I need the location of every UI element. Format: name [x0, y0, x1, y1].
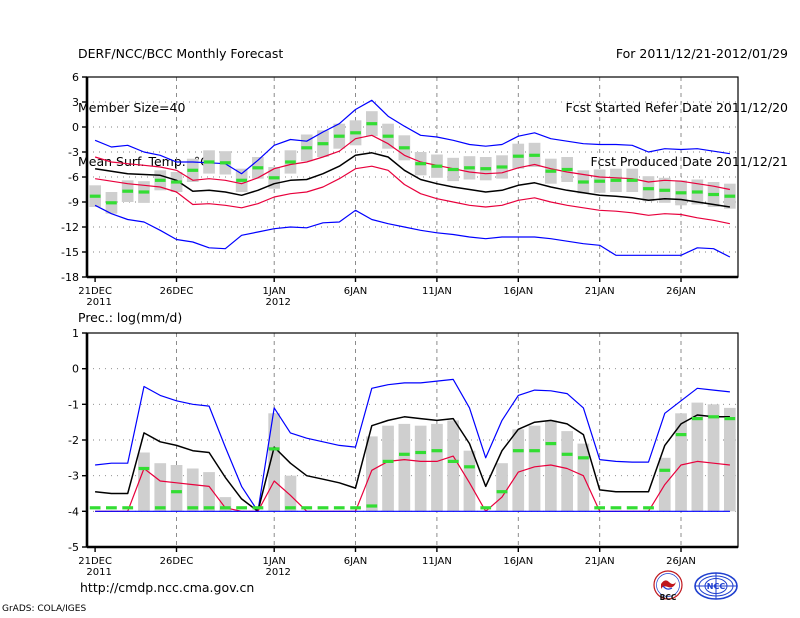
axis-x-tick-year-label: 2012 — [265, 567, 290, 578]
source-url: http://cmdp.ncc.cma.gov.cn — [80, 580, 255, 595]
precip-bar — [366, 436, 378, 512]
precip-bar — [382, 425, 394, 512]
series-line-min — [94, 204, 731, 258]
series-line-lower_quartile — [95, 165, 731, 225]
series-line-max — [94, 99, 730, 175]
axis-x-tick-label: 1JAN — [262, 556, 285, 567]
axis-y-tick-label: -2 — [68, 434, 79, 447]
axis-x-tick-label: 21JAN — [585, 556, 615, 567]
forecast-produced-date-label: Fcst Produced Date 2011/12/21 — [590, 154, 788, 169]
axis-x-tick-label: 11JAN — [422, 556, 452, 567]
axis-y-tick-label: -15 — [61, 246, 79, 259]
grads-credit: GrADS: COLA/IGES — [2, 604, 87, 614]
precip-bar — [561, 431, 573, 512]
series-line-mean — [94, 152, 731, 208]
ncc-logo-icon: NCC — [694, 572, 738, 600]
axis-x-tick-label: 21DEC — [78, 556, 112, 567]
axis-y-tick-label: -3 — [68, 470, 79, 483]
axis-y-tick-label: -18 — [61, 271, 79, 284]
precip-bar — [186, 468, 199, 512]
header-right-block: For 2011/12/21-2012/01/29 Fcst Started R… — [566, 9, 789, 189]
axis-x-tick-label: 21DEC — [78, 286, 112, 297]
series-line-upper_quartile — [94, 134, 731, 191]
axis-x-tick-year-label: 2011 — [86, 297, 111, 308]
bcc-logo-icon: BCC — [653, 570, 683, 602]
axis-y-tick-label: -12 — [61, 221, 79, 234]
precip-bar — [398, 423, 411, 512]
precip-bar — [154, 463, 167, 512]
temp-variable-label: Mean Surf. Temp.: °C — [78, 154, 209, 169]
axis-y-tick-label: 3 — [72, 96, 79, 109]
precip-bar — [138, 452, 150, 512]
series-line-max — [95, 378, 730, 512]
axis-x-tick-label: 26JAN — [666, 286, 696, 297]
precip-bar — [414, 425, 427, 512]
precip-bar — [268, 413, 280, 512]
precip-bar — [707, 404, 720, 512]
member-size-label: Member Size=40 — [78, 100, 186, 115]
header-left-block: DERF/NCC/BCC Monthly Forecast Member Siz… — [78, 9, 283, 189]
forecast-period-label: For 2011/12/21-2012/01/29 — [615, 46, 788, 61]
axis-y-tick-label: 6 — [72, 71, 79, 84]
axis-y-tick-label: -5 — [68, 541, 79, 554]
precip-variable-label: Prec.: log(mm/d) — [78, 310, 183, 325]
axis-y-tick-label: -4 — [68, 505, 79, 518]
page-title: DERF/NCC/BCC Monthly Forecast — [78, 46, 284, 61]
precip-bar — [691, 402, 704, 512]
precip-bar — [496, 463, 508, 512]
precip-bar — [447, 420, 459, 512]
axis-x-tick-label: 6JAN — [344, 286, 367, 297]
axis-x-tick-label: 16JAN — [503, 286, 533, 297]
plot-frame — [86, 76, 739, 278]
precip-bar — [463, 450, 476, 512]
axis-y-tick-label: 1 — [72, 327, 79, 340]
precip-bar — [577, 443, 590, 512]
precip-bar — [528, 425, 541, 512]
axis-x-tick-year-label: 2012 — [265, 297, 290, 308]
precip-bar — [284, 475, 297, 512]
axis-x-tick-label: 26JAN — [666, 556, 696, 567]
precip-bar — [545, 420, 557, 512]
axis-x-tick-label: 11JAN — [422, 286, 452, 297]
plot-frame — [86, 332, 739, 548]
axis-x-tick-label: 16JAN — [503, 556, 533, 567]
axis-x-tick-year-label: 2011 — [86, 567, 111, 578]
svg-text:NCC: NCC — [707, 582, 726, 591]
axis-x-tick-label: 1JAN — [262, 286, 285, 297]
axis-y-tick-label: 0 — [72, 121, 79, 134]
axis-y-tick-label: 0 — [72, 363, 79, 376]
axis-y-tick-label: -3 — [68, 146, 79, 159]
axis-y-tick-label: -1 — [68, 398, 79, 411]
forecast-refer-date-label: Fcst Started Refer Date 2011/12/20 — [565, 100, 789, 115]
series-line-mean — [95, 414, 730, 513]
axis-y-tick-label: -9 — [68, 196, 79, 209]
axis-x-tick-label: 6JAN — [344, 556, 367, 567]
axis-x-tick-label: 26DEC — [160, 286, 194, 297]
precip-bar — [724, 407, 736, 512]
precip-bar — [512, 429, 525, 512]
axis-y-tick-label: -6 — [68, 171, 79, 184]
axis-x-tick-label: 21JAN — [585, 286, 615, 297]
svg-text:BCC: BCC — [660, 593, 677, 602]
precip-bar — [203, 472, 215, 512]
precip-bar — [675, 413, 687, 512]
precip-bar — [170, 465, 183, 512]
precip-bar — [219, 497, 232, 512]
precip-bar — [431, 423, 443, 512]
axis-x-tick-label: 26DEC — [160, 556, 194, 567]
